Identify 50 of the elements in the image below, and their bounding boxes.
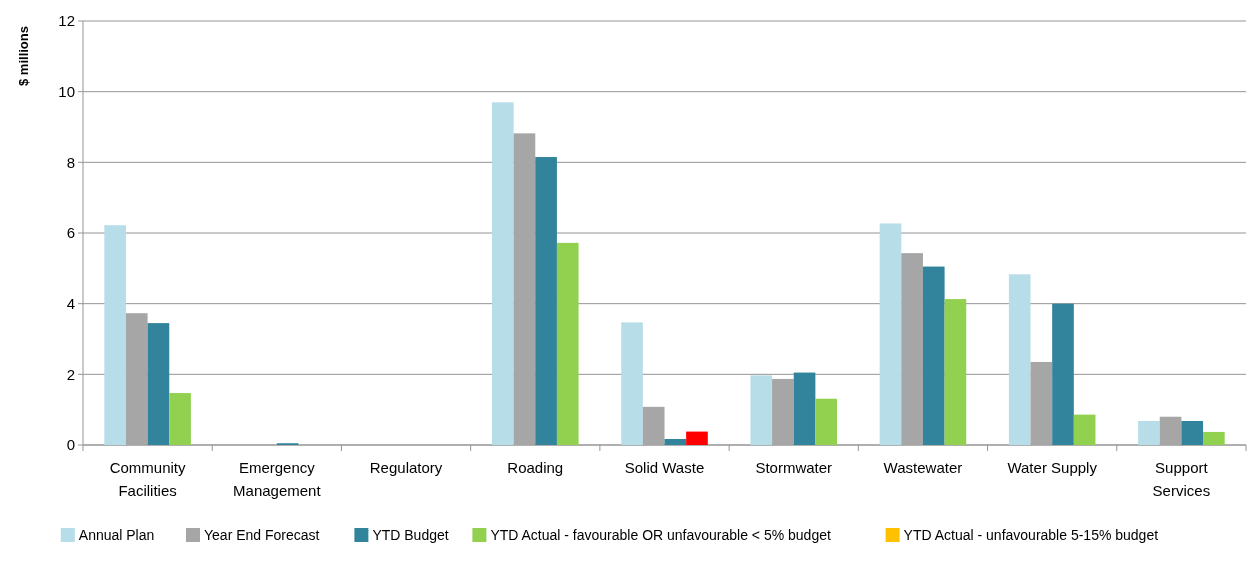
bar [1138, 420, 1160, 445]
bar [535, 157, 557, 445]
bar [664, 438, 687, 445]
x-tick-label: Stormwater [755, 459, 833, 476]
bar [491, 102, 514, 445]
bar [513, 133, 536, 445]
x-tick-label: Emergency Management [233, 459, 322, 499]
bar [922, 266, 945, 445]
bar [1073, 414, 1096, 445]
bar [750, 375, 773, 445]
legend-label: YTD Actual - favourable OR unfavourable < 5% budget [490, 527, 831, 543]
y-axis-title: $ millions [16, 26, 31, 86]
bar [621, 322, 643, 445]
bar [879, 223, 902, 445]
bar [944, 299, 967, 445]
bar [147, 323, 170, 445]
bar [686, 431, 708, 445]
bar [169, 393, 191, 445]
bar [1159, 416, 1182, 445]
bar [104, 225, 126, 445]
x-tick-label: Support Services [1152, 459, 1211, 499]
y-tick-label: 0 [66, 436, 75, 454]
y-tick-label: 6 [66, 224, 75, 242]
bar [556, 242, 579, 445]
y-tick-label: 2 [66, 365, 75, 383]
bar [793, 372, 816, 445]
x-tick-label: Water Supply [1007, 459, 1098, 476]
y-tick-label: 12 [58, 12, 75, 30]
x-tick-label: Roading [507, 459, 564, 476]
bar [901, 253, 923, 445]
x-tick-label: Community Facilities [109, 459, 187, 499]
bar [1030, 361, 1053, 445]
bar [642, 406, 665, 445]
bar [772, 378, 794, 445]
bar [1008, 274, 1031, 445]
legend-label: YTD Actual - unfavourable 5-15% budget [903, 527, 1159, 543]
bar [815, 398, 838, 445]
bar [1052, 303, 1074, 445]
x-tick-label: Regulatory [369, 459, 443, 476]
bar [1181, 420, 1204, 445]
y-tick-label: 8 [66, 153, 75, 171]
bar [125, 313, 148, 445]
bar [1203, 431, 1225, 445]
legend-label: YTD Budget [372, 527, 449, 543]
x-tick-label: Solid Waste [624, 459, 705, 476]
x-tick-label: Wastewater [883, 459, 963, 476]
y-tick-label: 10 [58, 82, 75, 100]
y-tick-label: 4 [66, 294, 75, 312]
legend-label: Year End Forecast [204, 527, 320, 543]
legend-label: Annual Plan [78, 527, 155, 543]
